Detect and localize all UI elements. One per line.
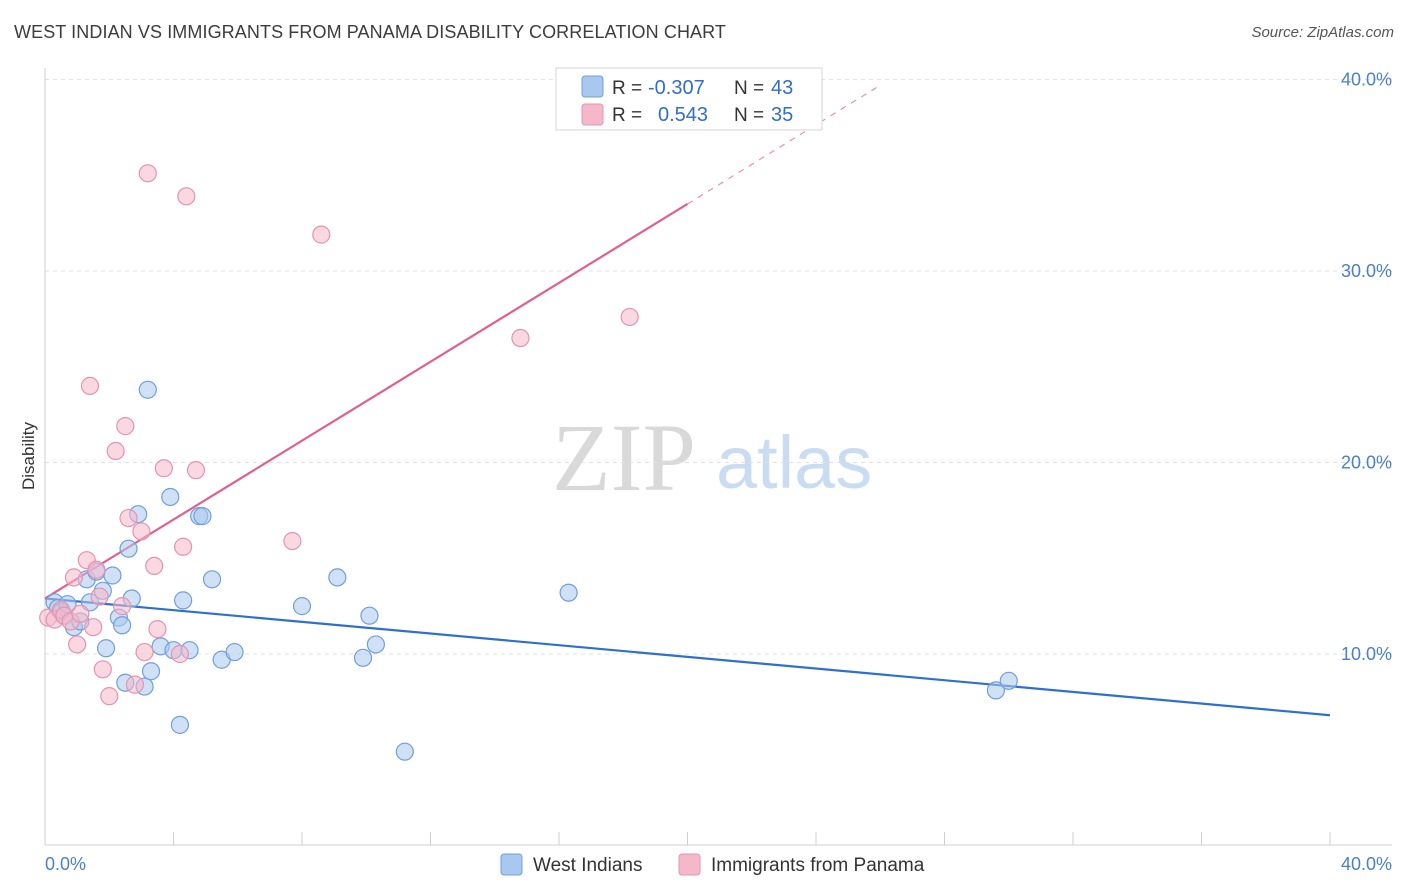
- data-point-blue: [174, 591, 193, 610]
- legend-r-label-pink: R =: [612, 105, 642, 126]
- data-point-pink: [125, 675, 145, 694]
- bottom-legend-west-indians: West Indians: [533, 855, 642, 876]
- data-point-blue: [225, 642, 244, 662]
- bottom-legend-swatch-blue: [500, 853, 523, 876]
- data-point-pink: [511, 328, 530, 348]
- data-point-pink: [177, 187, 196, 206]
- data-point-blue: [559, 583, 578, 602]
- trend-line-extension-pink: [687, 84, 881, 205]
- x-tick-label-max: 40.0%: [1341, 854, 1392, 874]
- data-point-blue: [360, 606, 379, 625]
- data-point-blue: [112, 616, 132, 635]
- data-point-pink: [148, 620, 167, 639]
- data-point-pink: [174, 537, 193, 556]
- bottom-legend-swatch-pink: [678, 853, 701, 876]
- data-point-pink: [283, 531, 302, 551]
- source-label: Source: ZipAtlas.com: [1251, 24, 1394, 41]
- x-tick-label-min: 0.0%: [45, 854, 86, 874]
- data-point-pink: [112, 597, 132, 616]
- trend-line-blue: [44, 597, 1331, 717]
- data-point-pink: [84, 618, 103, 637]
- data-point-pink: [145, 556, 164, 576]
- legend: R = -0.307 N = 43 R = 0.543 N = 35: [555, 67, 823, 131]
- data-point-blue: [103, 566, 122, 585]
- legend-n-label-blue: N =: [734, 78, 764, 99]
- x-ticks: [44, 832, 1331, 845]
- axes: [44, 68, 1392, 846]
- y-tick-label: 20.0%: [1341, 453, 1392, 473]
- data-point-blue: [141, 662, 161, 681]
- data-point-pink: [132, 522, 151, 541]
- legend-r-value-blue: -0.307: [648, 77, 705, 99]
- bottom-legend: West Indians Immigrants from Panama: [500, 853, 925, 876]
- data-point-blue: [395, 742, 414, 761]
- y-tick-labels: 10.0% 20.0% 30.0% 40.0%: [1341, 70, 1392, 665]
- data-point-pink: [312, 225, 331, 244]
- data-point-blue: [366, 635, 385, 654]
- data-point-pink: [116, 417, 135, 436]
- legend-r-value-pink: 0.543: [658, 104, 708, 126]
- y-axis-title: Disability: [19, 421, 38, 490]
- bottom-legend-panama: Immigrants from Panama: [711, 855, 925, 876]
- data-point-pink: [186, 461, 206, 480]
- data-point-pink: [154, 459, 173, 478]
- data-point-pink: [87, 560, 106, 579]
- data-point-blue: [119, 539, 138, 558]
- legend-r-label-blue: R =: [612, 78, 642, 99]
- legend-n-value-pink: 35: [771, 104, 793, 126]
- data-point-blue: [292, 597, 312, 616]
- data-point-pink: [620, 307, 639, 327]
- trend-line-pink: [44, 203, 689, 600]
- chart-title: WEST INDIAN VS IMMIGRANTS FROM PANAMA DI…: [14, 22, 727, 42]
- data-point-pink: [93, 660, 112, 679]
- data-point-pink: [64, 568, 84, 587]
- y-tick-label: 40.0%: [1341, 70, 1392, 90]
- data-point-blue: [999, 671, 1018, 690]
- watermark-zip: ZIP: [552, 404, 696, 511]
- legend-n-label-pink: N =: [734, 105, 764, 126]
- data-point-pink: [170, 644, 190, 664]
- trend-lines: [44, 84, 1331, 717]
- data-points: [39, 164, 1018, 761]
- data-point-blue: [202, 570, 222, 589]
- data-point-pink: [90, 587, 109, 606]
- data-point-blue: [986, 681, 1006, 700]
- legend-n-value-blue: 43: [771, 77, 793, 99]
- data-point-pink: [135, 642, 154, 662]
- data-point-pink: [68, 635, 87, 654]
- data-point-pink: [71, 604, 90, 623]
- data-point-blue: [328, 568, 347, 587]
- legend-swatch-pink: [581, 103, 604, 126]
- data-point-pink: [119, 508, 138, 528]
- data-point-blue: [138, 380, 157, 399]
- y-tick-label: 30.0%: [1341, 261, 1392, 281]
- data-point-pink: [106, 441, 125, 461]
- data-point-pink: [100, 687, 119, 706]
- data-point-blue: [170, 715, 190, 734]
- data-point-blue: [96, 639, 116, 658]
- y-tick-label: 10.0%: [1341, 644, 1392, 664]
- gridlines: [45, 79, 1392, 655]
- data-point-blue: [161, 487, 180, 507]
- legend-swatch-blue: [581, 75, 604, 98]
- data-point-pink: [138, 164, 157, 183]
- data-point-blue: [353, 648, 373, 667]
- data-point-pink: [80, 376, 100, 395]
- data-point-blue: [193, 507, 212, 526]
